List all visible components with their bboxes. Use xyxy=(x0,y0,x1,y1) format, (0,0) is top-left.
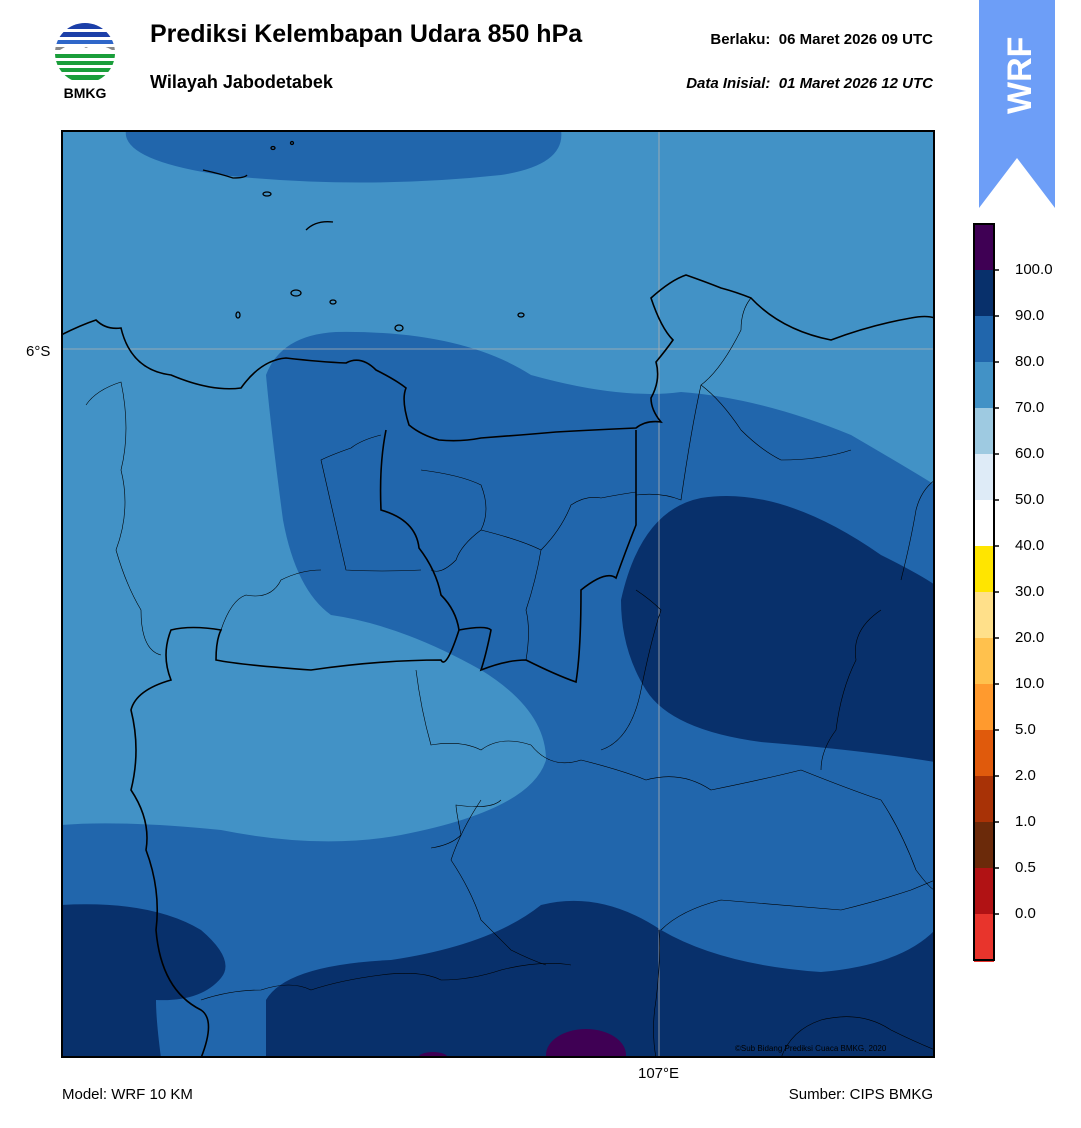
wrf-badge: WRF xyxy=(979,0,1055,210)
init-label: Data Inisial: xyxy=(686,75,771,92)
colorbar-segment xyxy=(974,270,994,316)
valid-value: 06 Maret 2026 09 UTC xyxy=(778,31,933,48)
colorbar-tick-label: 2.0 xyxy=(1015,767,1036,784)
colorbar-segment xyxy=(974,408,994,454)
colorbar-tick-label: 60.0 xyxy=(1015,445,1045,462)
map-subtitle: Wilayah Jabodetabek xyxy=(150,72,333,92)
colorbar-tick-label: 20.0 xyxy=(1015,629,1045,646)
init-time: Data Inisial: 01 Maret 2026 12 UTC xyxy=(686,75,933,92)
source-info: Sumber: CIPS BMKG xyxy=(788,1086,933,1103)
humidity-map xyxy=(61,130,935,1058)
colorbar-segment xyxy=(974,822,994,868)
coastline xyxy=(61,274,935,442)
colorbar-tick-label: 50.0 xyxy=(1015,491,1045,508)
colorbar-tick-label: 40.0 xyxy=(1015,537,1045,554)
humidity-zone-90-100-southwest xyxy=(61,904,226,1058)
model-info: Model: WRF 10 KM xyxy=(62,1086,193,1103)
colorbar-tick-label: 1.0 xyxy=(1015,813,1036,830)
colorbar-tick-label: 10.0 xyxy=(1015,675,1045,692)
humidity-zone-90-100-east xyxy=(621,495,935,762)
colorbar-tick-label: 30.0 xyxy=(1015,583,1045,600)
colorbar-segment xyxy=(974,730,994,776)
colorbar-tick-label: 0.0 xyxy=(1015,905,1036,922)
svg-text:BMKG: BMKG xyxy=(64,85,107,101)
colorbar-segment xyxy=(974,316,994,362)
longitude-label: 107°E xyxy=(638,1065,680,1082)
init-value: 01 Maret 2026 12 UTC xyxy=(778,75,933,92)
wrf-badge-text: WRF xyxy=(1001,37,1039,114)
valid-time: Berlaku: 06 Maret 2026 09 UTC xyxy=(710,31,933,48)
colorbar-segment xyxy=(974,638,994,684)
wrf-badge-shape: WRF xyxy=(979,0,1055,208)
regency-borders xyxy=(85,297,935,1058)
colorbar-tick-label: 80.0 xyxy=(1015,353,1045,370)
colorbar-segment xyxy=(974,776,994,822)
colorbar-segment xyxy=(974,592,994,638)
map-frame xyxy=(61,130,935,1058)
bmkg-logo: BMKG xyxy=(52,20,118,102)
colorbar-strip xyxy=(973,223,999,962)
islands xyxy=(202,140,525,332)
humidity-zone-100-a xyxy=(546,1029,626,1058)
province-border xyxy=(130,429,637,1058)
valid-label: Berlaku: xyxy=(710,31,771,48)
colorbar-tick-label: 90.0 xyxy=(1015,307,1045,324)
colorbar-tick-label: 5.0 xyxy=(1015,721,1036,738)
colorbar-segment xyxy=(974,684,994,730)
colorbar-segment xyxy=(974,914,994,962)
colorbar-segment xyxy=(974,224,994,270)
bmkg-logo-icon: BMKG xyxy=(55,23,115,101)
colorbar-segment xyxy=(974,362,994,408)
colorbar-tick-label: 100.0 xyxy=(1015,261,1053,278)
colorbar-segment xyxy=(974,454,994,500)
colorbar-segment xyxy=(974,546,994,592)
colorbar-tick-label: 70.0 xyxy=(1015,399,1045,416)
colorbar-segment xyxy=(974,868,994,914)
colorbar-segment xyxy=(974,500,994,546)
humidity-zone-90-100-south xyxy=(266,900,935,1058)
latitude-label: 6°S xyxy=(26,343,51,360)
colorbar: 100.0 90.0 80.0 70.0 60.0 50.0 40.0 30.0 20.0 10.… xyxy=(969,222,1069,967)
map-title: Prediksi Kelembapan Udara 850 hPa xyxy=(150,20,583,48)
humidity-zone-80-90-north xyxy=(125,130,562,183)
colorbar-tick-label: 0.5 xyxy=(1015,859,1036,876)
map-copyright: ©Sub Bidang Prediksi Cuaca BMKG, 2020 xyxy=(735,1044,887,1053)
